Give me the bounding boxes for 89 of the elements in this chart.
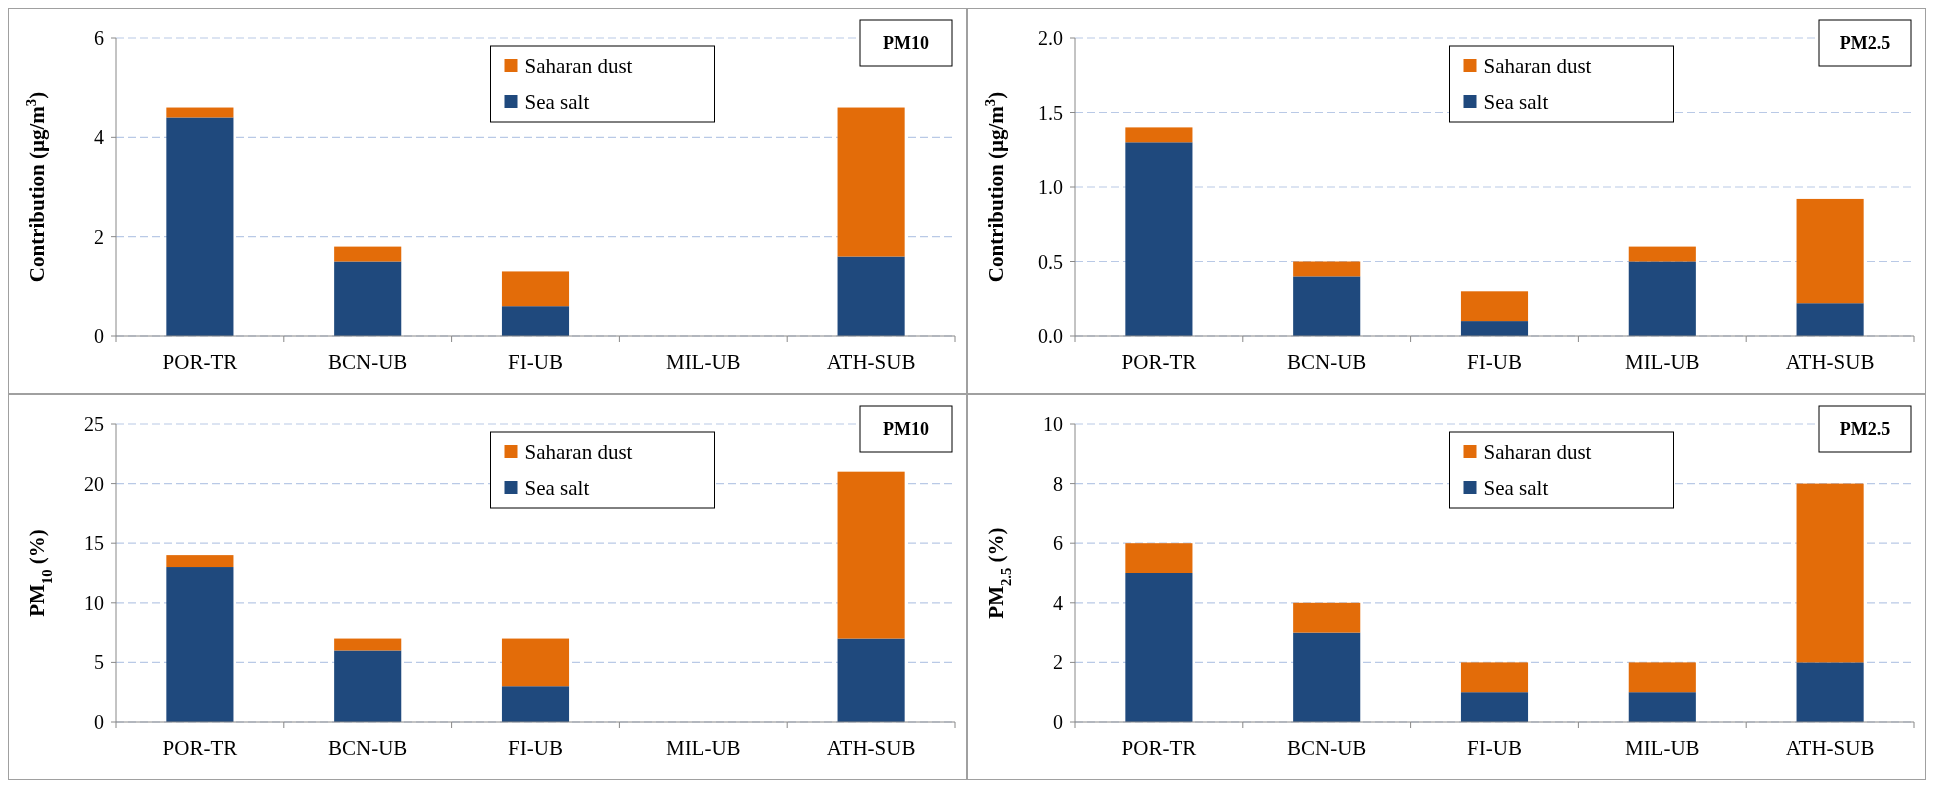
x-tick-label: FI-UB	[1467, 736, 1522, 760]
bar	[837, 638, 905, 722]
x-tick-label: BCN-UB	[1287, 350, 1367, 374]
x-tick-label: BCN-UB	[328, 736, 408, 760]
bar	[837, 256, 905, 336]
legend-label: Saharan dust	[524, 440, 633, 465]
x-tick-label: MIL-UB	[665, 350, 741, 374]
y-tick-label: 0	[94, 711, 104, 733]
y-tick-label: 2	[1053, 651, 1063, 674]
bar	[1293, 632, 1361, 722]
bar	[166, 117, 234, 336]
bar	[1293, 276, 1361, 336]
bar	[1460, 692, 1529, 722]
x-tick-label: FI-UB	[1467, 350, 1522, 374]
y-tick-label: 4	[94, 126, 104, 149]
y-tick-label: 6	[1053, 532, 1063, 555]
y-tick-label: 5	[94, 651, 104, 674]
bar	[1460, 321, 1529, 336]
x-tick-label: FI-UB	[508, 736, 563, 760]
y-tick-label: 10	[84, 591, 104, 614]
bar	[334, 261, 402, 336]
legend-label: Saharan dust	[1483, 440, 1592, 465]
x-tick-label: ATH-SUB	[1785, 350, 1875, 374]
x-tick-label: ATH-SUB	[826, 736, 916, 760]
y-tick-label: 10	[1043, 413, 1063, 435]
bar	[1628, 692, 1696, 722]
x-tick-label: ATH-SUB	[826, 350, 916, 374]
y-tick-label: 0.5	[1038, 250, 1063, 273]
x-tick-label: MIL-UB	[1624, 350, 1700, 374]
x-tick-label: BCN-UB	[328, 350, 408, 374]
y-tick-label: 20	[84, 472, 104, 495]
y-tick-label: 25	[84, 413, 104, 435]
bar	[1125, 142, 1193, 336]
y-tick-label: 2	[94, 225, 104, 248]
bar	[1460, 662, 1529, 693]
bar	[166, 107, 234, 118]
legend-label: Saharan dust	[1483, 54, 1592, 79]
bar	[1125, 127, 1193, 143]
bar	[1293, 261, 1361, 277]
x-tick-label: MIL-UB	[1624, 736, 1700, 760]
x-tick-label: MIL-UB	[665, 736, 741, 760]
bar	[1125, 573, 1193, 722]
bar	[1796, 198, 1864, 304]
y-tick-label: 4	[1053, 591, 1063, 614]
bar	[1293, 602, 1361, 633]
bar	[334, 650, 402, 722]
bar	[334, 246, 402, 262]
x-tick-label: POR-TR	[1121, 736, 1197, 760]
chart-title: PM2.5	[1839, 419, 1891, 440]
y-tick-label: 6	[94, 27, 104, 49]
bar	[1628, 662, 1696, 693]
x-tick-label: BCN-UB	[1287, 736, 1367, 760]
legend-label: Sea salt	[524, 90, 590, 115]
x-tick-label: FI-UB	[508, 350, 563, 374]
bar	[837, 107, 905, 257]
y-tick-label: 0	[1053, 711, 1063, 733]
bar	[1125, 543, 1193, 573]
legend-label: Saharan dust	[524, 54, 633, 79]
y-tick-label: 8	[1053, 472, 1063, 495]
y-tick-label: 1.5	[1038, 101, 1063, 124]
y-tick-label: 1.0	[1038, 176, 1063, 198]
bar	[837, 471, 905, 639]
bar	[1628, 261, 1696, 336]
bar	[166, 567, 234, 722]
chart-title: PM2.5	[1839, 33, 1891, 54]
bar	[1796, 483, 1864, 663]
x-tick-label: POR-TR	[1121, 350, 1197, 374]
bar	[501, 271, 570, 307]
legend-label: Sea salt	[1483, 476, 1549, 501]
bar	[334, 638, 402, 651]
bar	[501, 686, 570, 722]
y-tick-label: 15	[84, 532, 104, 555]
y-tick-label: 2.0	[1038, 27, 1063, 49]
chart-title: PM10	[883, 419, 929, 440]
bar	[166, 555, 234, 568]
bar	[501, 306, 570, 336]
x-tick-label: ATH-SUB	[1785, 736, 1875, 760]
bar	[1460, 291, 1529, 322]
x-tick-label: POR-TR	[162, 350, 238, 374]
legend-label: Sea salt	[524, 476, 590, 501]
y-tick-label: 0	[94, 325, 104, 347]
bar	[501, 638, 570, 687]
bar	[1796, 662, 1864, 722]
legend-label: Sea salt	[1483, 90, 1549, 115]
x-tick-label: POR-TR	[162, 736, 238, 760]
y-tick-label: 0.0	[1038, 325, 1063, 347]
bar	[1796, 303, 1864, 336]
chart-title: PM10	[883, 33, 929, 54]
bar	[1628, 246, 1696, 262]
